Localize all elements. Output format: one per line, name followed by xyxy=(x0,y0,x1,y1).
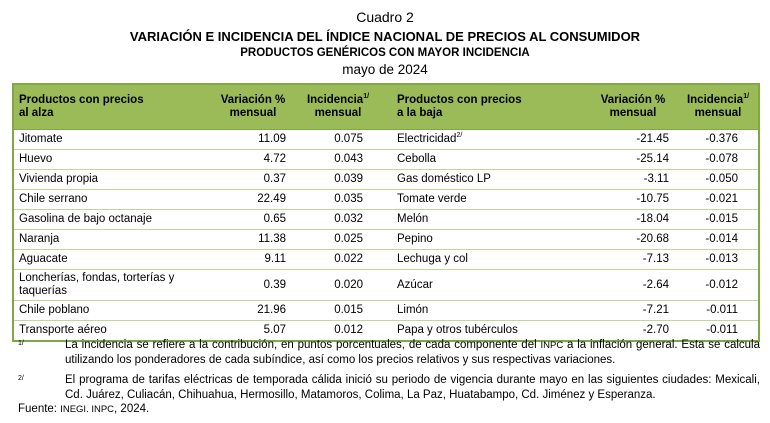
down-incidence: -0.011 xyxy=(706,304,738,316)
up-product: Chile serrano xyxy=(19,193,88,205)
up-incidence: 0.043 xyxy=(334,153,363,165)
down-product: Lechuga y col xyxy=(397,253,468,265)
down-product: Gas doméstico LP xyxy=(397,173,491,185)
header-up-variation: Variación % mensual xyxy=(220,94,286,119)
down-product: Electricidad2/ xyxy=(397,132,463,145)
table-row: Jitomate 11.09 0.075 Electricidad2/ -21.… xyxy=(14,130,758,150)
header-down-incidence: Incidencia1/mensual xyxy=(686,93,750,119)
down-variation: -2.64 xyxy=(642,279,669,291)
up-product: Jitomate xyxy=(19,133,63,145)
down-variation: -10.75 xyxy=(636,193,669,205)
down-variation: -18.04 xyxy=(636,213,669,225)
table-title: VARIACIÓN E INCIDENCIA DEL ÍNDICE NACION… xyxy=(129,29,641,44)
up-variation: 0.65 xyxy=(263,213,286,225)
down-product: Cebolla xyxy=(397,153,436,165)
up-variation: 11.38 xyxy=(258,233,286,245)
table-row: Naranja 11.38 0.025 Pepino -20.68 -0.014 xyxy=(14,230,758,250)
up-product: Aguacate xyxy=(19,253,68,265)
up-variation: 11.09 xyxy=(258,133,286,145)
down-incidence: -0.011 xyxy=(706,324,738,336)
up-variation: 9.11 xyxy=(264,253,286,265)
down-product: Papa y otros tubérculos xyxy=(397,324,518,336)
down-incidence: -0.014 xyxy=(705,233,738,245)
down-product: Limón xyxy=(397,304,429,316)
table-row: Transporte aéreo 5.07 0.012 Papa y otros… xyxy=(14,321,758,340)
footnote-ref: 2/ xyxy=(456,132,463,140)
footnote-2: 2/ El programa de tarifas eléctricas de … xyxy=(18,373,760,403)
table-period: mayo de 2024 xyxy=(342,62,428,77)
footnotes: 1/ La incidencia se refiere a la contrib… xyxy=(18,338,760,403)
header-down-product: Productos con precios a la baja xyxy=(397,94,522,119)
header-up-product: Productos con precios al alza xyxy=(19,94,144,119)
header-down-variation: Variación % mensual xyxy=(600,94,666,119)
up-product: Transporte aéreo xyxy=(19,324,107,336)
up-product: Vivienda propia xyxy=(19,173,99,185)
up-incidence: 0.022 xyxy=(334,253,363,265)
table-header: Productos con precios al alza Variación %… xyxy=(14,85,758,130)
down-variation: -20.68 xyxy=(636,233,669,245)
down-variation: -7.13 xyxy=(642,253,669,265)
down-variation: -3.11 xyxy=(643,173,669,185)
header-up-incidence: Incidencia1/mensual xyxy=(306,93,370,119)
up-incidence: 0.035 xyxy=(334,193,363,205)
footnote-mark: 2/ xyxy=(18,375,24,382)
footnote-1: 1/ La incidencia se refiere a la contrib… xyxy=(18,338,760,368)
down-incidence: -0.012 xyxy=(705,279,738,291)
down-product: Melón xyxy=(397,213,429,225)
down-incidence: -0.015 xyxy=(705,213,738,225)
up-variation: 4.72 xyxy=(263,153,286,165)
down-variation: -25.14 xyxy=(636,153,669,165)
up-product: Gasolina de bajo octanaje xyxy=(19,213,152,225)
up-incidence: 0.025 xyxy=(334,233,363,245)
down-incidence: -0.050 xyxy=(705,173,738,185)
up-incidence: 0.032 xyxy=(334,213,363,225)
down-incidence: -0.078 xyxy=(705,153,738,165)
up-variation: 22.49 xyxy=(257,193,286,205)
up-variation: 0.39 xyxy=(263,279,286,291)
table-row: Aguacate 9.11 0.022 Lechuga y col -7.13 … xyxy=(14,250,758,270)
down-variation: -2.70 xyxy=(642,324,669,336)
down-product: Azúcar xyxy=(397,279,433,291)
table-row: Loncherías, fondas, torterías y taquerías… xyxy=(14,270,758,301)
up-product: Loncherías, fondas, torterías y taquerías xyxy=(19,272,175,297)
up-incidence: 0.020 xyxy=(334,279,363,291)
down-variation: -7.21 xyxy=(642,304,669,316)
down-product: Pepino xyxy=(397,233,433,245)
table-row: Vivienda propia 0.37 0.039 Gas doméstico… xyxy=(14,170,758,190)
table-number: Cuadro 2 xyxy=(356,9,414,25)
up-incidence: 0.039 xyxy=(334,173,363,185)
down-incidence: -0.021 xyxy=(705,193,738,205)
source-note: Fuente: INEGI. INPC, 2024. xyxy=(18,403,150,415)
data-table: Productos con precios al alza Variación %… xyxy=(12,83,760,342)
up-incidence: 0.012 xyxy=(334,324,363,336)
up-variation: 5.07 xyxy=(263,324,286,336)
table-row: Chile poblano 21.96 0.015 Limón -7.21 -0… xyxy=(14,301,758,321)
up-incidence: 0.015 xyxy=(334,304,363,316)
table-row: Chile serrano 22.49 0.035 Tomate verde -… xyxy=(14,190,758,210)
table-subtitle: PRODUCTOS GENÉRICOS CON MAYOR INCIDENCIA xyxy=(240,47,530,59)
up-product: Chile poblano xyxy=(19,304,90,316)
down-variation: -21.45 xyxy=(636,133,669,145)
table-row: Huevo 4.72 0.043 Cebolla -25.14 -0.078 xyxy=(14,150,758,170)
down-incidence: -0.013 xyxy=(705,253,738,265)
up-product: Naranja xyxy=(19,233,60,245)
down-product: Tomate verde xyxy=(397,193,467,205)
down-incidence: -0.376 xyxy=(705,133,738,145)
table-row: Gasolina de bajo octanaje 0.65 0.032 Mel… xyxy=(14,210,758,230)
up-variation: 21.96 xyxy=(257,304,286,316)
footnote-mark: 1/ xyxy=(18,340,24,347)
up-variation: 0.37 xyxy=(263,173,286,185)
up-incidence: 0.075 xyxy=(334,133,363,145)
up-product: Huevo xyxy=(19,153,53,165)
